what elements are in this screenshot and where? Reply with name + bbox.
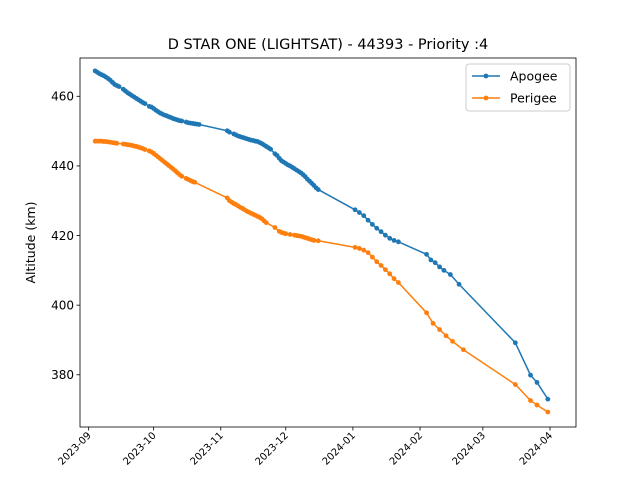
data-point bbox=[512, 340, 518, 346]
data-point bbox=[395, 239, 401, 245]
data-point bbox=[534, 402, 540, 408]
data-point bbox=[352, 244, 358, 250]
legend-marker bbox=[483, 73, 489, 79]
y-tick-label: 400 bbox=[51, 298, 74, 312]
data-point bbox=[512, 382, 518, 387]
data-point bbox=[378, 263, 384, 268]
data-point bbox=[365, 217, 371, 223]
data-point bbox=[391, 276, 397, 282]
data-point bbox=[437, 264, 442, 270]
data-point bbox=[545, 409, 551, 415]
data-point bbox=[437, 327, 442, 332]
legend-label: Perigee bbox=[510, 91, 557, 106]
data-point bbox=[378, 229, 384, 235]
legend-label: Apogee bbox=[510, 69, 558, 84]
data-point bbox=[528, 372, 533, 378]
series-apogee bbox=[92, 68, 551, 402]
y-tick-label: 380 bbox=[51, 368, 74, 382]
data-point bbox=[227, 129, 232, 135]
data-point bbox=[383, 267, 388, 273]
data-point bbox=[387, 271, 393, 277]
data-point bbox=[263, 220, 269, 226]
data-point bbox=[179, 118, 185, 124]
data-point bbox=[352, 207, 358, 213]
data-point bbox=[374, 225, 380, 231]
data-point bbox=[430, 320, 436, 326]
data-point bbox=[450, 338, 455, 344]
data-point bbox=[460, 347, 466, 353]
data-point bbox=[361, 213, 367, 219]
data-point bbox=[361, 247, 367, 253]
data-point bbox=[387, 235, 393, 241]
series-perigee bbox=[92, 138, 551, 415]
data-point bbox=[447, 272, 453, 277]
data-point bbox=[357, 246, 362, 251]
data-point bbox=[374, 259, 380, 265]
series-layer bbox=[92, 68, 551, 415]
data-point bbox=[395, 280, 401, 285]
data-point bbox=[424, 310, 429, 316]
data-point bbox=[370, 254, 375, 260]
y-tick-label: 440 bbox=[51, 159, 74, 173]
legend-items: Apogee Perigee bbox=[472, 69, 558, 106]
data-point bbox=[192, 179, 198, 185]
legend-entry-perigee: Perigee bbox=[472, 91, 557, 106]
y-axis: 380 400 420 440 460 bbox=[51, 90, 80, 382]
data-point bbox=[432, 260, 438, 266]
legend-marker bbox=[483, 95, 489, 101]
data-point bbox=[315, 187, 321, 192]
data-point bbox=[383, 232, 388, 238]
chart-title: D STAR ONE (LIGHTSAT) - 44393 - Priority… bbox=[168, 37, 489, 53]
data-point bbox=[283, 231, 289, 237]
data-point bbox=[315, 238, 321, 244]
data-point bbox=[196, 122, 202, 127]
data-point bbox=[179, 173, 185, 179]
legend: Apogee Perigee bbox=[465, 63, 571, 112]
data-point bbox=[443, 333, 449, 339]
data-point bbox=[287, 232, 293, 237]
legend-entry-apogee: Apogee bbox=[472, 69, 558, 84]
data-point bbox=[528, 398, 533, 403]
plot-frame bbox=[79, 57, 577, 428]
plot-area bbox=[79, 57, 577, 428]
y-tick-label: 460 bbox=[51, 90, 74, 104]
data-point bbox=[357, 210, 362, 215]
y-tick-label: 420 bbox=[51, 229, 74, 243]
data-point bbox=[272, 225, 278, 230]
data-point bbox=[428, 257, 434, 263]
data-point bbox=[391, 238, 397, 243]
data-point bbox=[116, 84, 122, 89]
y-axis-label: Altitude (km) bbox=[23, 202, 38, 284]
data-point bbox=[370, 222, 375, 227]
data-point bbox=[534, 380, 540, 385]
data-point bbox=[365, 250, 371, 256]
data-point bbox=[114, 140, 120, 146]
data-point bbox=[311, 238, 317, 243]
data-point bbox=[424, 251, 429, 257]
data-point bbox=[441, 267, 447, 273]
data-point bbox=[545, 396, 551, 402]
data-point bbox=[456, 281, 462, 287]
data-point bbox=[142, 101, 148, 106]
data-point bbox=[142, 147, 148, 152]
data-point bbox=[268, 146, 273, 152]
